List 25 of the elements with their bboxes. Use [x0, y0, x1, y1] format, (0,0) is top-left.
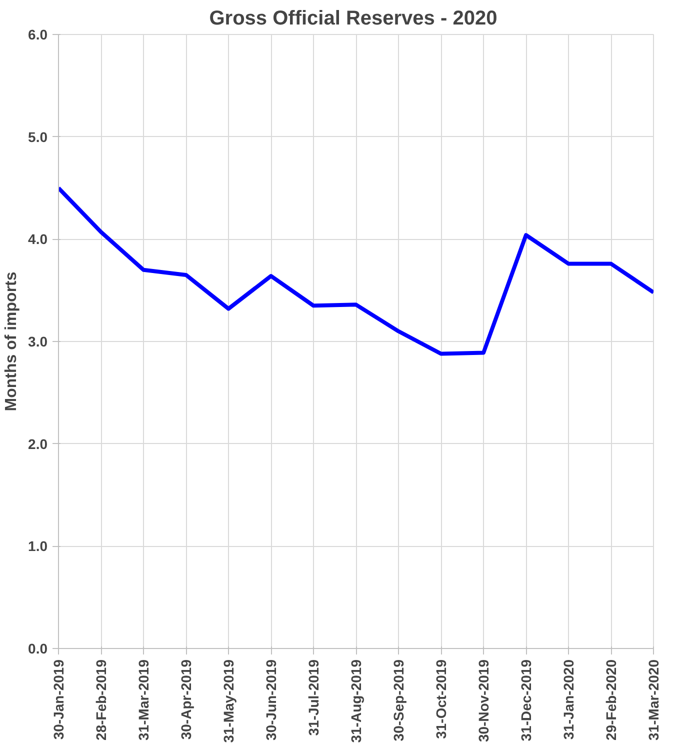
x-tick-label: 31-May-2019	[220, 659, 236, 743]
x-tick-label: 28-Feb-2019	[93, 659, 109, 740]
x-tick-label: 30-Nov-2019	[476, 659, 492, 742]
x-tick-label: 31-Mar-2020	[646, 659, 662, 740]
y-axis-title: Months of imports	[3, 272, 20, 412]
y-tick-label: 0.0	[28, 640, 48, 656]
x-tick-label: 31-Oct-2019	[433, 659, 449, 739]
y-tick-label: 5.0	[28, 128, 48, 145]
x-tick-label: 31-Aug-2019	[348, 659, 364, 743]
x-tick-label: 30-Apr-2019	[178, 659, 194, 740]
chart-title: Gross Official Reserves - 2020	[209, 8, 498, 30]
x-tick-label: 31-Jul-2019	[306, 659, 322, 736]
y-tick-label: 4.0	[28, 231, 48, 248]
y-tick-label: 1.0	[28, 538, 48, 554]
x-tick-label: 31-Mar-2019	[136, 659, 152, 740]
x-tick-label: 31-Dec-2019	[518, 659, 534, 742]
y-tick-label: 2.0	[28, 436, 48, 452]
y-tick-label: 6.0	[28, 26, 48, 42]
x-tick-label: 29-Feb-2020	[603, 659, 619, 740]
line-series	[58, 186, 654, 356]
x-tick-label: 30-Jun-2019	[263, 659, 279, 740]
y-tick-label: 3.0	[28, 334, 48, 350]
x-tick-label: 30-Jan-2019	[50, 659, 66, 740]
x-tick-label: 31-Jan-2020	[560, 659, 576, 740]
x-tick-label: 30-Sep-2019	[390, 659, 406, 742]
